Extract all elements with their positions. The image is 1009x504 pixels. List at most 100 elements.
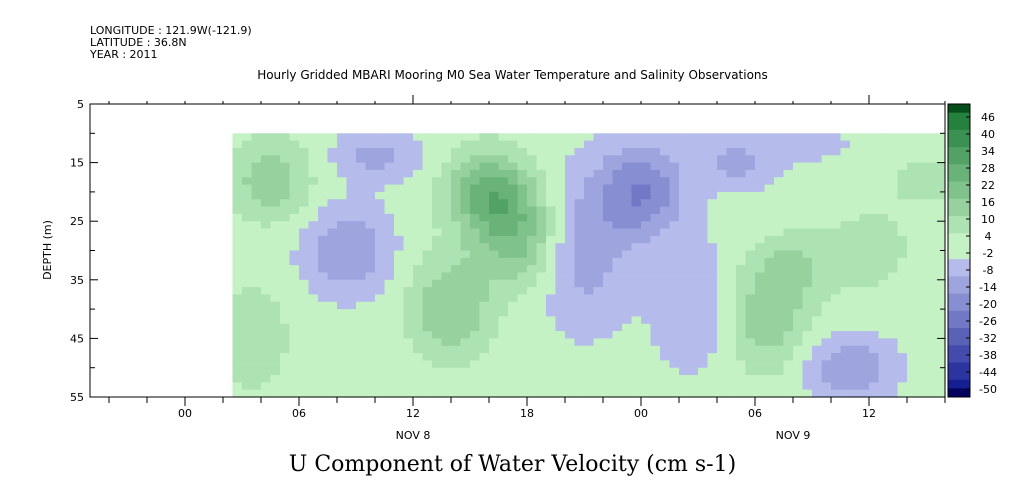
heatmap-cell [261,221,272,230]
heatmap-cell [498,309,509,318]
heatmap-cell [612,191,623,200]
heatmap-cell [337,206,348,215]
heatmap-cell [631,323,642,332]
heatmap-cell [508,353,519,361]
heatmap-cell [394,228,405,237]
heatmap-cell [916,162,927,171]
heatmap-cell [679,199,690,208]
heatmap-cell [308,162,319,171]
heatmap-cell [270,345,281,354]
heatmap-cell [498,331,509,339]
y-tick-label: 25 [70,215,84,228]
heatmap-cell [774,162,785,171]
heatmap-cell [280,301,291,310]
heatmap-cell [422,191,433,200]
heatmap-cell [242,382,253,391]
heatmap-cell [878,257,889,266]
heatmap-cell [783,133,794,142]
heatmap-cell [251,287,262,296]
heatmap-cell [337,323,348,332]
heatmap-cell [403,353,414,361]
heatmap-cell [726,206,737,215]
heatmap-cell [251,323,262,332]
heatmap-cell [831,169,842,178]
heatmap-cell [565,345,576,354]
heatmap-cell [270,155,281,164]
heatmap-cell [536,140,547,149]
heatmap-cell [907,353,918,361]
heatmap-cell [508,243,519,252]
heatmap-cell [859,309,870,318]
heatmap-cell [327,382,338,391]
heatmap-cell [593,382,604,391]
heatmap-cell [641,155,652,164]
heatmap-cell [907,257,918,266]
heatmap-cell [802,169,813,178]
heatmap-cell [489,331,500,339]
heatmap-cell [432,162,443,171]
heatmap-cell [546,177,557,186]
heatmap-cell [318,155,329,164]
heatmap-cell [755,199,766,208]
heatmap-cell [764,382,775,391]
heatmap-cell [650,375,661,383]
heatmap-cell [289,345,300,354]
heatmap-cell [688,162,699,171]
heatmap-cell [460,184,471,193]
heatmap-cell [280,287,291,296]
heatmap-cell [764,162,775,171]
heatmap-cell [289,353,300,361]
heatmap-cell [232,206,243,215]
heatmap-cell [251,331,262,339]
heatmap-cell [432,301,443,310]
heatmap-cell [261,191,272,200]
heatmap-cell [375,228,386,237]
heatmap-cell [783,191,794,200]
heatmap-cell [555,301,566,310]
heatmap-cell [821,228,832,237]
heatmap-cell [688,184,699,193]
heatmap-cell [308,382,319,391]
heatmap-cell [641,199,652,208]
heatmap-cell [831,287,842,296]
heatmap-cell [584,184,595,193]
heatmap-cell [717,331,728,339]
heatmap-cell [451,147,462,156]
heatmap-cell [460,279,471,288]
heatmap-cell [717,257,728,266]
heatmap-cell [593,375,604,383]
heatmap-cell [717,191,728,200]
heatmap-cell [783,367,794,376]
heatmap-cell [603,338,614,347]
heatmap-cell [356,338,367,347]
heatmap-cell [783,199,794,208]
heatmap-cell [280,309,291,318]
heatmap-cell [403,228,414,237]
heatmap-cell [878,228,889,237]
heatmap-cell [745,353,756,361]
heatmap-cell [660,309,671,318]
heatmap-cell [802,265,813,274]
heatmap-cell [517,316,528,325]
heatmap-cell [679,257,690,266]
heatmap-cell [603,191,614,200]
heatmap-cell [413,235,424,244]
heatmap-cell [346,147,357,156]
heatmap-cell [375,272,386,281]
heatmap-cell [859,382,870,391]
heatmap-cell [546,345,557,354]
x-tick-label: 06 [748,407,762,420]
heatmap-cell [916,389,927,398]
heatmap-cell [869,221,880,230]
heatmap-cell [413,301,424,310]
heatmap-cell [508,184,519,193]
heatmap-cell [536,287,547,296]
heatmap-cell [850,389,861,398]
heatmap-cell [622,184,633,193]
heatmap-cell [831,309,842,318]
heatmap-cell [299,155,310,164]
heatmap-cell [365,191,376,200]
heatmap-cell [935,169,946,178]
heatmap-cell [384,257,395,266]
heatmap-cell [888,147,899,156]
